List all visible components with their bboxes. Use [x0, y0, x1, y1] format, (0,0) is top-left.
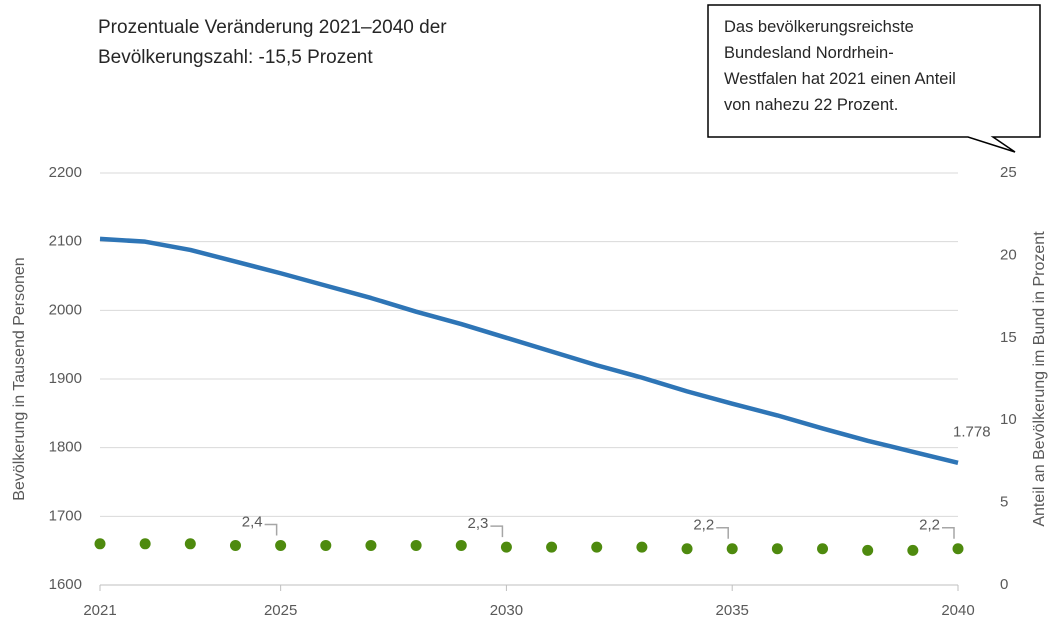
data-label: 2,2: [693, 517, 714, 534]
data-dot: [817, 543, 829, 555]
data-dot: [591, 541, 603, 553]
data-dot: [862, 544, 874, 556]
data-dot: [907, 544, 919, 556]
leader-line: [716, 526, 729, 539]
chart-title-line: Bevölkerungszahl: -15,5 Prozent: [98, 47, 373, 68]
data-dot: [365, 539, 377, 551]
data-label: 2,4: [242, 513, 263, 530]
data-dot: [771, 543, 783, 555]
chart-title-line: Prozentuale Veränderung 2021–2040 der: [98, 17, 447, 38]
data-dot: [184, 538, 196, 550]
data-dot: [139, 538, 151, 550]
callout-box: [707, 4, 1041, 153]
y2-tick-label: 15: [1000, 329, 1017, 346]
x-tick-label: 2040: [941, 602, 974, 619]
y2-tick-label: 5: [1000, 494, 1008, 511]
data-dot: [455, 539, 467, 551]
data-dot: [94, 538, 106, 550]
y-tick-label: 1800: [49, 439, 82, 456]
data-dot: [229, 539, 241, 551]
data-label: 2,2: [919, 517, 940, 534]
data-dot: [320, 539, 332, 551]
data-dot: [500, 541, 512, 553]
callout-text: Das bevölkerungsreichste: [724, 18, 914, 36]
y2-tick-label: 10: [1000, 411, 1017, 428]
data-dot: [952, 543, 964, 555]
data-dot: [410, 539, 422, 551]
y-tick-label: 1700: [49, 507, 82, 524]
callout-text: Westfalen hat 2021 einen Anteil: [724, 70, 956, 88]
y2-tick-label: 25: [1000, 164, 1017, 181]
x-tick-label: 2030: [490, 602, 523, 619]
y-tick-label: 1600: [49, 576, 82, 593]
callout-text: Bundesland Nordrhein-: [724, 44, 894, 62]
data-line: [99, 236, 959, 465]
leader-line: [942, 526, 955, 539]
data-dot: [546, 541, 558, 553]
y-axis-label: Bevölkerung in Tausend Personen: [11, 257, 28, 500]
y2-tick-label: 20: [1000, 246, 1017, 263]
x-tick-label: 2035: [716, 602, 749, 619]
y2-axis-label: Anteil an Bevölkerung im Bund in Prozent: [1031, 231, 1048, 527]
callout-text: von nahezu 22 Prozent.: [724, 96, 898, 114]
data-dot: [636, 541, 648, 553]
leader-line: [264, 523, 278, 536]
data-dot: [275, 539, 287, 551]
data-label: 1.778: [953, 424, 991, 441]
data-label: 2,3: [468, 515, 489, 532]
data-dot: [726, 543, 738, 555]
data-dot: [681, 543, 693, 555]
y-tick-label: 1900: [49, 370, 82, 387]
y-tick-label: 2200: [49, 164, 82, 181]
y2-tick-label: 0: [1000, 576, 1008, 593]
y-tick-label: 2100: [49, 233, 82, 250]
x-tick-label: 2025: [264, 602, 297, 619]
leader-line: [490, 525, 504, 538]
y-tick-label: 2000: [49, 301, 82, 318]
x-tick-label: 2021: [83, 602, 116, 619]
